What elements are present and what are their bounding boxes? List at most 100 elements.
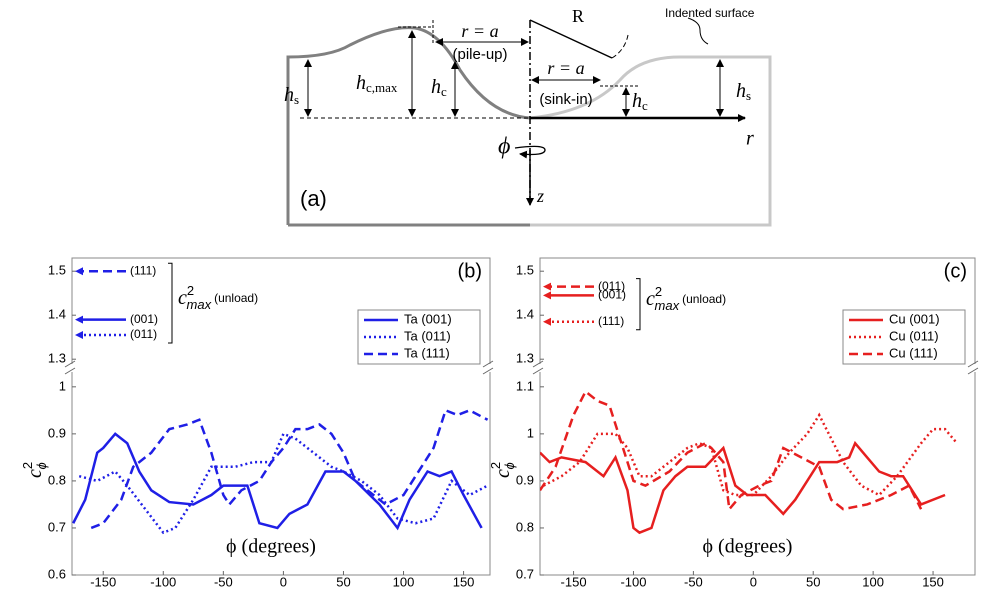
x-axis-label: ϕ (degrees) xyxy=(703,536,793,558)
pointer xyxy=(687,17,709,45)
chart: 1.3 1.4 1.5 0.6 0.7 0.8 0.9 1 -150 -100 -50 0 50 100 1… xyxy=(20,257,496,589)
x-tick-label: -100 xyxy=(150,574,176,589)
axis-label: c2 max (unload) xyxy=(646,285,726,314)
x-tick-label: -100 xyxy=(620,574,646,589)
marker-label: (111) xyxy=(130,263,156,277)
label-base: c xyxy=(178,287,187,309)
x-tick-label: 50 xyxy=(336,574,350,589)
label-base: c xyxy=(646,288,655,310)
label: s xyxy=(294,92,299,107)
axis-break xyxy=(482,360,494,368)
label-sup: 2 xyxy=(187,284,194,299)
axis-label: c2ϕ xyxy=(488,462,517,478)
label-suffix: (unload) xyxy=(682,292,726,306)
axis-break xyxy=(64,367,76,375)
series-line xyxy=(72,432,483,531)
label: r = a xyxy=(461,21,498,41)
axis-break-gap xyxy=(969,364,981,372)
label-sup: 2 xyxy=(655,285,662,300)
series-line xyxy=(543,412,958,497)
marker-label: (111) xyxy=(598,314,624,328)
label: h xyxy=(356,72,366,94)
marker-label: (001) xyxy=(130,312,158,326)
label: h xyxy=(431,76,441,98)
x-tick-label: 0 xyxy=(750,574,757,589)
label-suffix: (unload) xyxy=(214,291,258,305)
plot-frame xyxy=(71,257,491,576)
pile-up-surface xyxy=(286,26,531,225)
bracket xyxy=(168,262,173,344)
legend-label: Cu (001) xyxy=(889,311,940,326)
x-tick-label: -150 xyxy=(90,574,116,589)
label: (pile-up) xyxy=(452,46,507,63)
sink-in-surface xyxy=(529,55,772,227)
y-tick-label: 0.7 xyxy=(516,566,534,581)
y-tick-label: 1.4 xyxy=(516,307,534,322)
panel-label: (c) xyxy=(944,260,967,282)
axis-break-gap xyxy=(484,364,496,372)
marker-label: (011) xyxy=(130,327,157,341)
legend-label: Ta (111) xyxy=(404,345,450,360)
panel-label: (b) xyxy=(458,260,482,282)
axis-break xyxy=(64,360,76,368)
label: (sink-in) xyxy=(539,91,592,108)
y-tick-label: 1.5 xyxy=(516,263,534,278)
label-sup: 2 xyxy=(20,462,35,469)
marker-label: (001) xyxy=(598,288,626,302)
axis-break-gap xyxy=(534,364,546,372)
label: hc xyxy=(632,90,648,113)
diagram: (a) r = a (pile-up) R Indented surface h… xyxy=(284,6,772,227)
y-tick-label: 0.9 xyxy=(48,425,66,440)
arrowhead xyxy=(543,291,551,300)
legend-label: Cu (011) xyxy=(889,328,939,343)
series-line xyxy=(90,408,489,530)
legend-label: Cu (111) xyxy=(889,345,938,360)
label: r = a xyxy=(547,58,584,78)
label: h xyxy=(632,90,642,112)
y-tick-label: 0.7 xyxy=(48,519,66,534)
label-sub: max xyxy=(187,298,212,313)
label: c,max xyxy=(366,80,398,95)
y-tick-label: 1.3 xyxy=(48,351,66,366)
axis-label: c2 max (unload) xyxy=(178,284,258,313)
y-tick-label: 0.6 xyxy=(48,566,66,581)
label-sub: ϕ xyxy=(502,462,517,469)
label: hc xyxy=(431,76,447,99)
label: R xyxy=(572,6,584,26)
series-line xyxy=(78,432,489,535)
x-tick-label: 50 xyxy=(806,574,820,589)
indenter-tip xyxy=(611,34,629,59)
label-sup: 2 xyxy=(488,462,503,469)
label: z xyxy=(536,186,544,206)
label: hs xyxy=(736,80,751,103)
axis-break xyxy=(967,367,979,375)
chart: 1.3 1.4 1.5 0.7 0.8 0.9 1 1.1 -150 -100 -50 0 50 100 1… xyxy=(488,257,981,589)
marker-label: (011) xyxy=(598,279,625,293)
series-line xyxy=(540,389,923,513)
label: c xyxy=(441,84,447,99)
arrowhead xyxy=(75,315,83,324)
x-tick-label: 0 xyxy=(280,574,287,589)
arrowhead xyxy=(543,282,551,291)
label: h xyxy=(284,84,294,106)
y-tick-label: 0.9 xyxy=(516,472,534,487)
x-tick-label: 150 xyxy=(453,574,475,589)
label: hc,max xyxy=(356,72,398,95)
label-sub: max xyxy=(655,299,680,314)
series-line xyxy=(540,440,946,535)
label: Indented surface xyxy=(665,6,755,20)
y-tick-label: 1.1 xyxy=(516,378,534,393)
plot-frame xyxy=(539,257,976,576)
indenter-radius xyxy=(529,19,613,59)
label-sub: ϕ xyxy=(34,462,49,469)
axis-break-gap xyxy=(66,364,78,372)
x-tick-label: 150 xyxy=(922,574,944,589)
label-base: c xyxy=(492,469,514,478)
label: r xyxy=(746,128,754,150)
axis-break xyxy=(532,367,544,375)
label-base: c xyxy=(24,469,46,478)
y-tick-label: 1.3 xyxy=(516,351,534,366)
legend-label: Ta (001) xyxy=(404,311,452,326)
panel-label: (a) xyxy=(300,186,327,211)
